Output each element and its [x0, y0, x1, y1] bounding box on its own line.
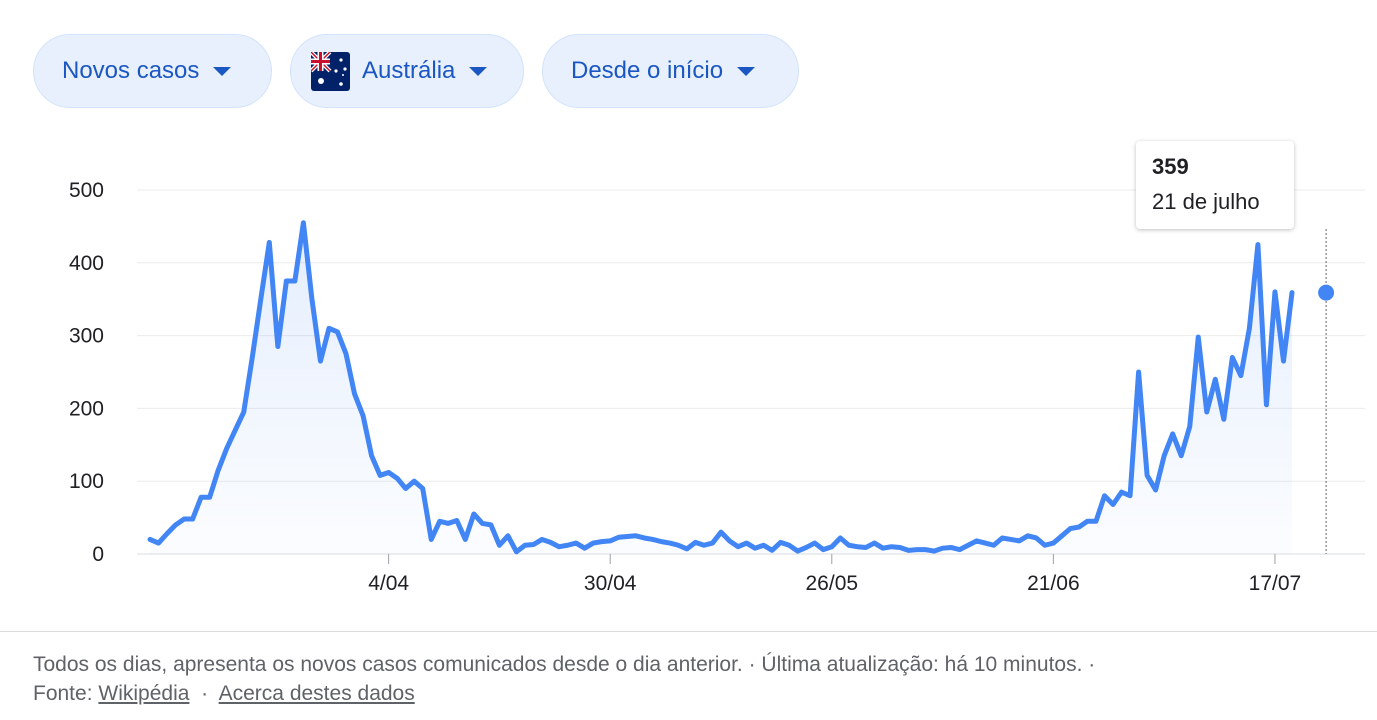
y-tick-label: 100 [69, 470, 104, 493]
x-axis: 4/04 30/04 26/05 21/06 17/07 [368, 554, 1301, 595]
chevron-down-icon [213, 66, 232, 76]
region-dropdown[interactable]: Austrália [290, 34, 524, 108]
y-tick-label: 300 [69, 325, 104, 348]
x-tick-label: 30/04 [584, 572, 637, 595]
date-range-dropdown-label: Desde o início [571, 57, 724, 84]
cases-chart[interactable]: 0 100 200 300 400 500 4/04 30/04 26/05 21/06 17/0… [0, 0, 1377, 620]
x-tick-label: 4/04 [368, 572, 409, 595]
metric-dropdown-label: Novos casos [62, 57, 200, 84]
about-data-link[interactable]: Acerca destes dados [218, 682, 415, 705]
source-label: Fonte: [33, 682, 93, 705]
divider [0, 631, 1377, 632]
chevron-down-icon [737, 66, 756, 76]
date-range-dropdown[interactable]: Desde o início [542, 34, 799, 108]
y-axis: 0 100 200 300 400 500 [69, 179, 104, 566]
y-tick-label: 0 [92, 543, 104, 566]
footer-description: Todos os dias, apresenta os novos casos … [33, 653, 1083, 676]
x-tick-label: 21/06 [1027, 572, 1080, 595]
y-tick-label: 400 [69, 252, 104, 275]
tooltip-date: 21 de julho [1152, 189, 1260, 214]
cases-area [150, 222, 1292, 554]
y-tick-label: 200 [69, 397, 104, 420]
data-tooltip: 359 21 de julho [1136, 141, 1294, 229]
tooltip-value: 359 [1152, 154, 1189, 179]
wikipedia-link[interactable]: Wikipédia [98, 682, 190, 705]
footer-separator: · [1088, 653, 1096, 676]
chevron-down-icon [469, 66, 488, 76]
x-tick-label: 17/07 [1249, 572, 1302, 595]
chart-footer: Todos os dias, apresenta os novos casos … [33, 653, 1096, 705]
region-dropdown-label: Austrália [362, 57, 456, 84]
highlight-point[interactable] [1318, 284, 1335, 301]
cases-line [147, 220, 1295, 555]
y-tick-label: 500 [69, 179, 104, 202]
australia-flag-icon [311, 51, 350, 91]
metric-dropdown[interactable]: Novos casos [33, 34, 272, 108]
x-tick-label: 26/05 [806, 572, 859, 595]
